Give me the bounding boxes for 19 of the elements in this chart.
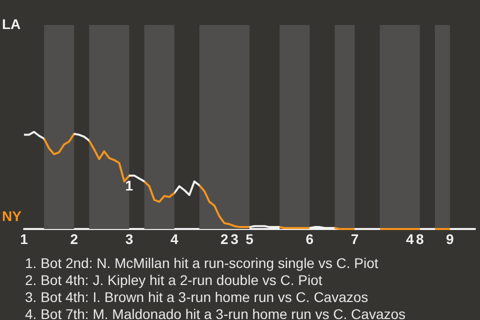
text: 2. Bot 4th: J. Kipley hit a 2-run double vs C. Piot [25,272,322,288]
text: 4. Bot 7th: M. Maldonado hit a 3-run home run vs C. Cavazos [25,306,406,320]
x-tick-label: 2 [70,231,78,247]
x-tick-label: 1 [20,231,28,247]
annotation: 1 [125,178,134,194]
x-tick-label: 7 [350,231,359,247]
x-tick-label: 5 [246,231,254,247]
x-tick-label: 6 [306,231,314,247]
x-tick-label: 8 [416,231,424,247]
text: NY [2,208,22,224]
text: LA [2,16,21,32]
x-tick-label: 3 [125,231,134,247]
x-tick-label: 3 [230,231,239,247]
x-tick-label: 4 [170,231,178,247]
x-tick-label: 4 [406,231,414,247]
text: 1. Bot 2nd: N. McMillan hit a run-scoring single vs C. Piot [25,255,378,271]
text: 3. Bot 4th: I. Brown hit a 3-run home run vs C. Cavazos [25,289,368,305]
x-tick-label: 2 [220,231,229,247]
x-tick-label: 9 [446,231,454,247]
